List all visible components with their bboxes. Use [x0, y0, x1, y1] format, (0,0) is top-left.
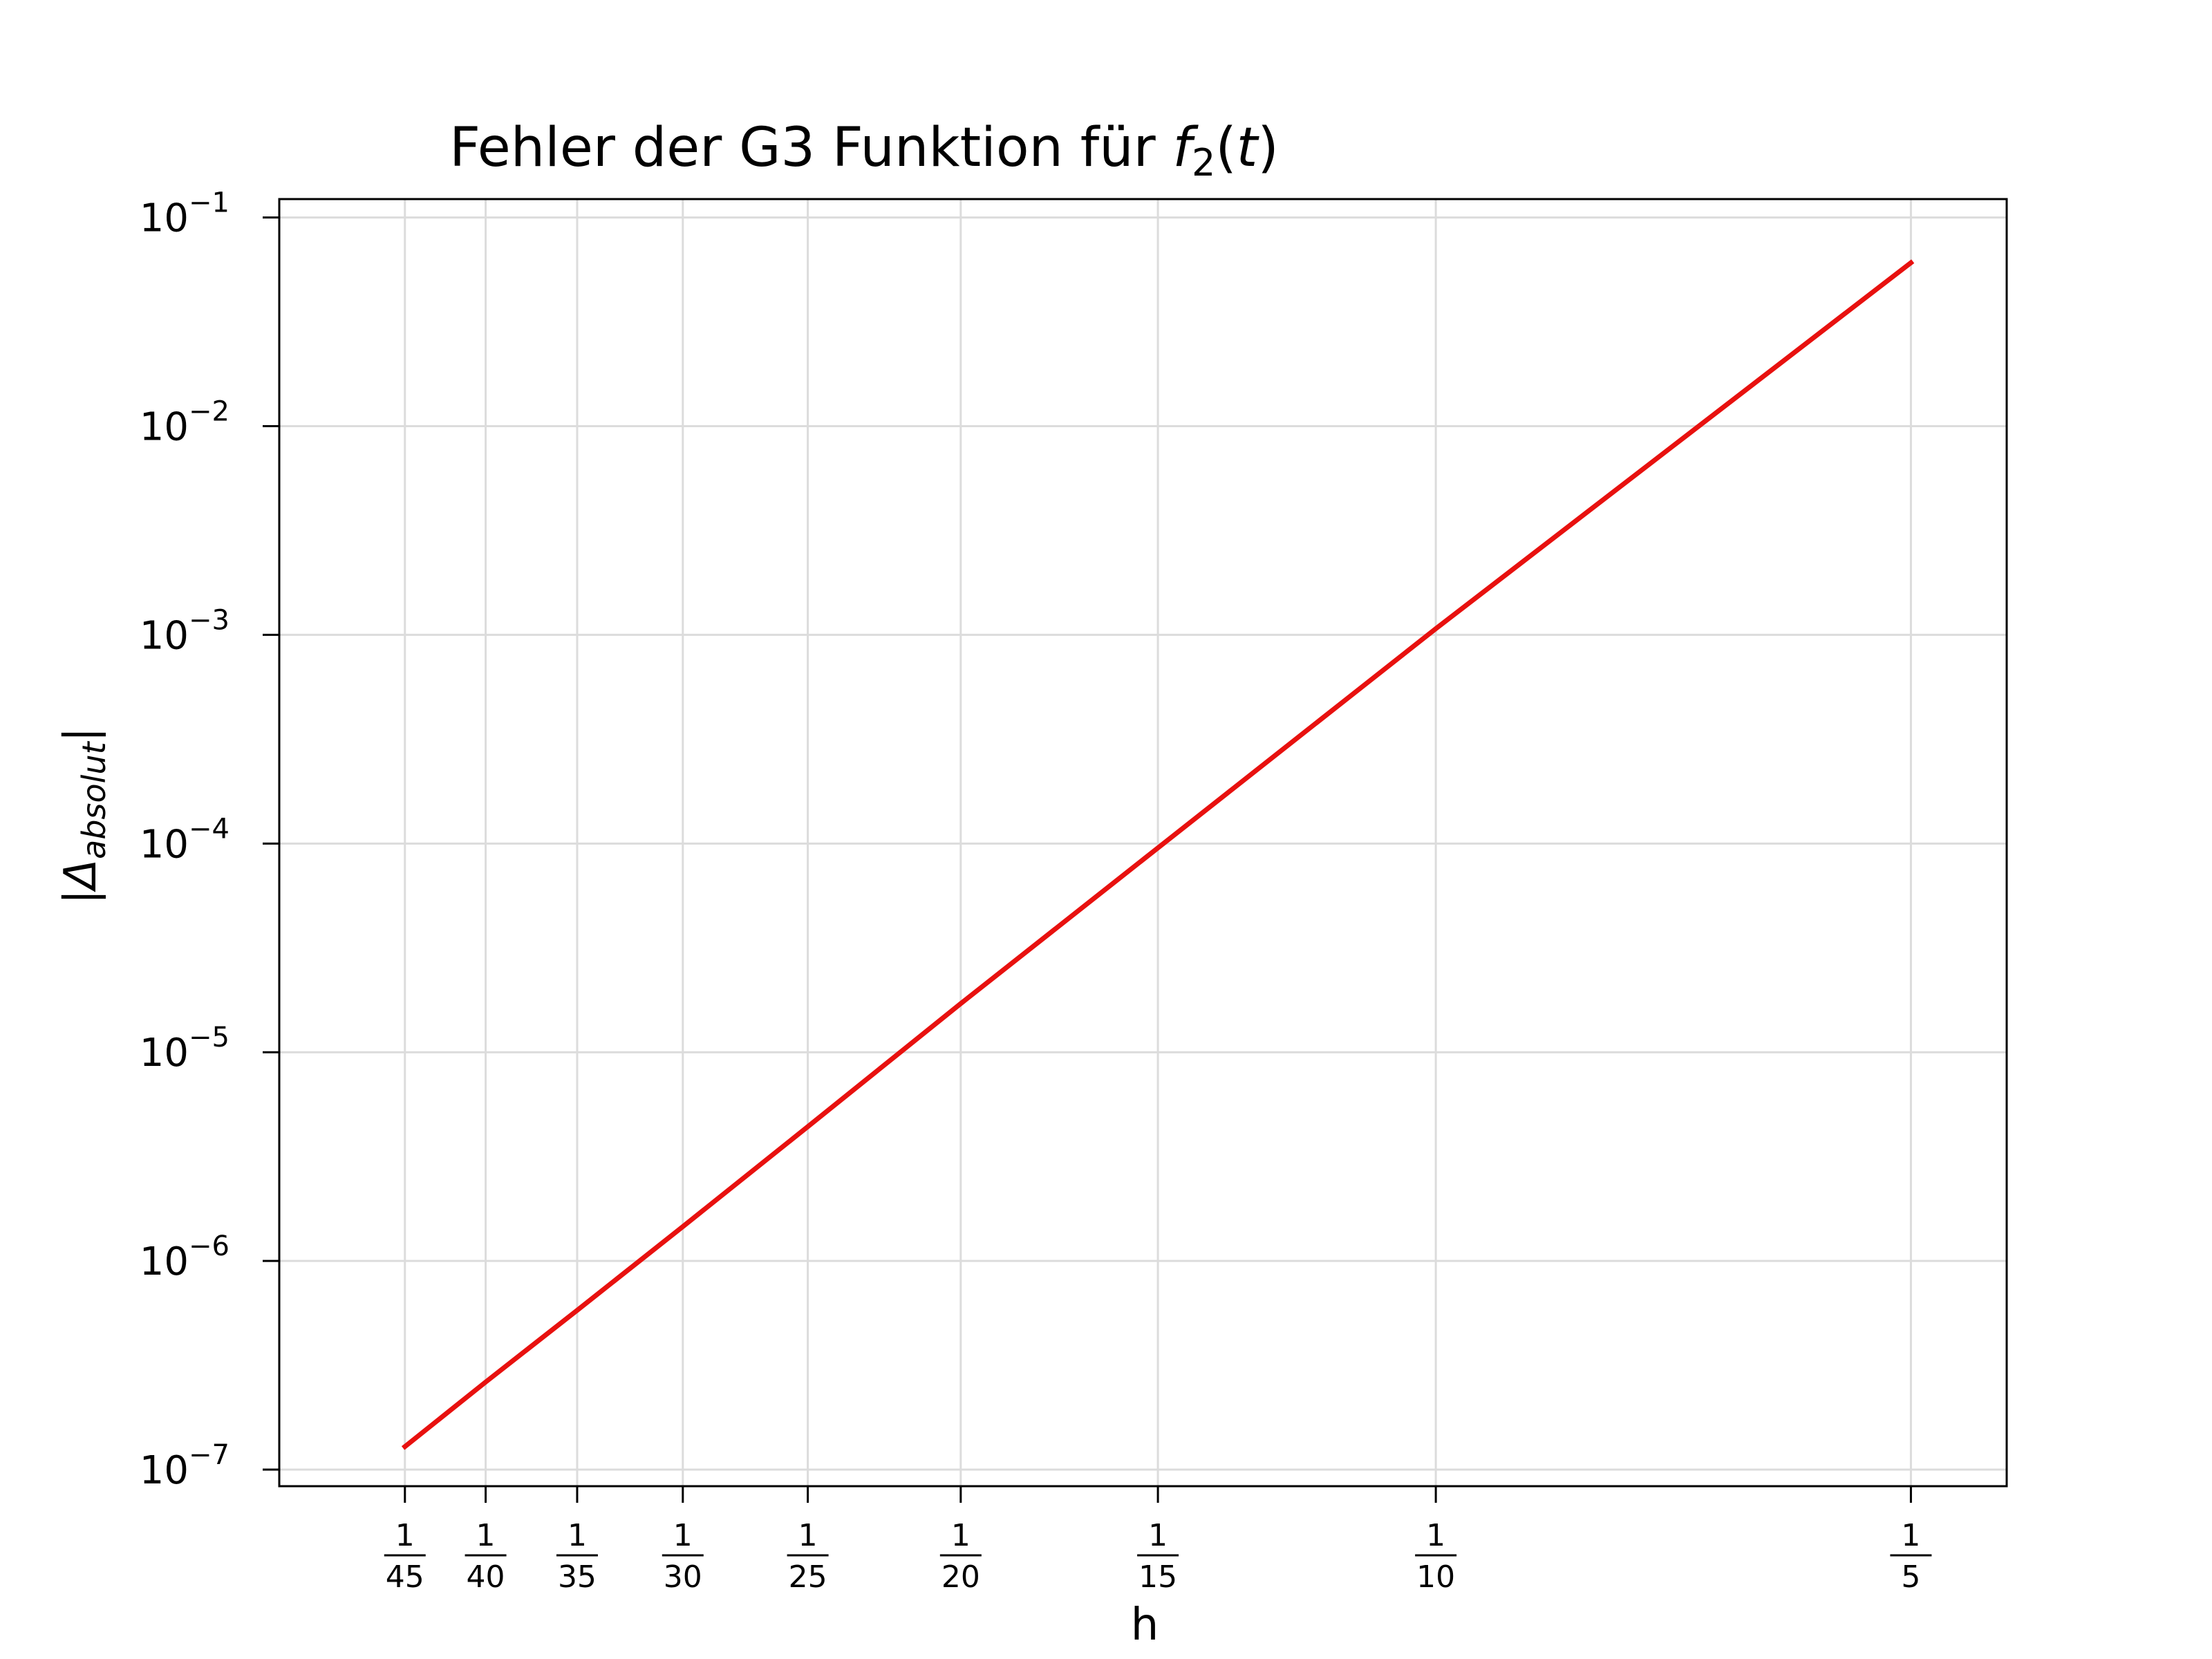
x-tick-numerator: 1	[951, 1518, 971, 1553]
chart-title-arg-open: (	[1215, 117, 1236, 179]
x-tick-numerator: 1	[1901, 1518, 1920, 1553]
series-layer	[401, 259, 1915, 1450]
x-tick-numerator: 1	[395, 1518, 415, 1553]
y-tick-label: 10−7	[140, 1439, 229, 1493]
x-axis-label: h	[1131, 1600, 1159, 1651]
chart-title-arg: t	[1237, 117, 1259, 179]
x-tick-denominator: 5	[1901, 1559, 1920, 1595]
x-tick-numerator: 1	[1148, 1518, 1168, 1553]
x-tick-numerator: 1	[476, 1518, 496, 1553]
series-line	[401, 259, 1915, 1450]
y-tick-label: 10−4	[140, 813, 229, 867]
y-axis-label-subscript: absolut	[75, 740, 113, 859]
y-tick-label: 10−1	[140, 187, 229, 241]
y-tick-label: 10−5	[140, 1022, 229, 1076]
x-tick-denominator: 40	[467, 1559, 505, 1595]
x-tick-denominator: 20	[941, 1559, 980, 1595]
y-tick-label: 10−2	[140, 396, 229, 450]
x-tick-numerator: 1	[568, 1518, 587, 1553]
y-tick-label: 10−3	[140, 604, 229, 658]
x-tick-numerator: 1	[1426, 1518, 1445, 1553]
y-axis-label-open: |	[55, 890, 106, 905]
x-tick-denominator: 10	[1416, 1559, 1455, 1595]
chart-title-func-subscript: 2	[1192, 141, 1215, 185]
y-axis-label-symbol: Δ	[55, 859, 106, 893]
x-tick-numerator: 1	[798, 1518, 818, 1553]
x-tick-denominator: 15	[1138, 1559, 1177, 1595]
grid	[279, 199, 2007, 1486]
y-axis-label: |Δabsolut|	[55, 727, 113, 904]
x-tick-denominator: 45	[386, 1559, 424, 1595]
y-tick-label: 10−6	[140, 1230, 229, 1284]
chart-title-prefix: Fehler der G3 Funktion für	[449, 117, 1172, 179]
x-tick-denominator: 25	[789, 1559, 827, 1595]
x-tick-denominator: 30	[664, 1559, 702, 1595]
chart-title-arg-close: )	[1257, 117, 1278, 179]
x-tick-denominator: 35	[558, 1559, 597, 1595]
x-tick-numerator: 1	[673, 1518, 693, 1553]
y-axis-label-close: |	[55, 727, 106, 742]
y-axis: 10−1 10−2 10−3 10−4 10−5 10−6 10−7	[140, 187, 279, 1493]
chart-title: Fehler der G3 Funktion für f2(t)	[449, 117, 1279, 185]
